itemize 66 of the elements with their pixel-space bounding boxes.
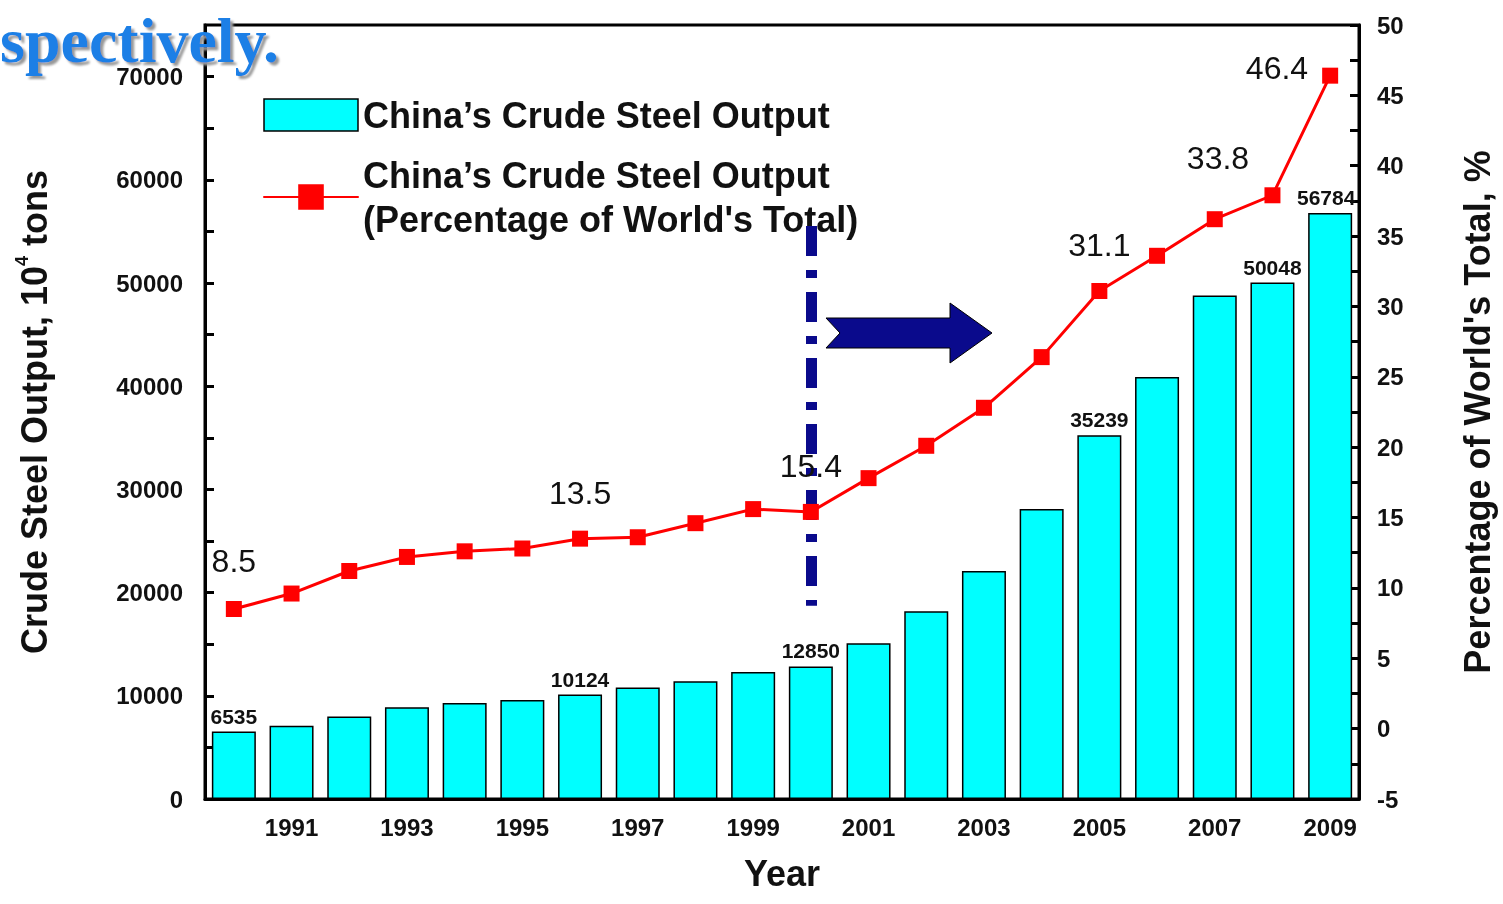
point xyxy=(398,548,415,565)
y2-tick-label: 50 xyxy=(1377,11,1404,39)
point xyxy=(456,543,473,560)
point xyxy=(514,540,531,557)
y2-tick-label: 15 xyxy=(1377,504,1404,532)
point xyxy=(1264,187,1281,204)
data-label: 46.4 xyxy=(1245,49,1309,86)
point xyxy=(629,529,646,546)
y-tick-label: 10000 xyxy=(116,682,183,710)
point xyxy=(1091,282,1108,299)
data-label: 15.4 xyxy=(779,447,842,484)
x-tick-label: 2009 xyxy=(1303,813,1357,841)
annotation: 33.8 xyxy=(1186,140,1250,176)
point xyxy=(687,515,704,532)
y2-tick-label: 45 xyxy=(1377,81,1404,109)
x-tick-label: 1995 xyxy=(495,813,550,841)
point xyxy=(225,601,242,618)
y-tick-label: 30000 xyxy=(116,475,183,503)
y-tick-label: 20000 xyxy=(116,579,183,607)
data-label: 8.5 xyxy=(211,543,257,580)
point xyxy=(802,503,819,520)
point xyxy=(341,563,358,580)
data-label: 6535 xyxy=(210,704,258,728)
point xyxy=(1206,211,1223,228)
data-label: 10124 xyxy=(550,667,610,691)
legend-label: China’s Crude Steel Output (Percentage of World's Total) xyxy=(363,154,859,240)
y-tick-label: 0 xyxy=(169,785,183,813)
y2-tick-label: 5 xyxy=(1377,644,1391,672)
y2-tick-label: 0 xyxy=(1377,715,1391,743)
data-label: 50048 xyxy=(1243,255,1302,279)
y2-tick-label: 25 xyxy=(1377,363,1404,391)
y2-tick-label: 20 xyxy=(1377,433,1404,461)
point xyxy=(1149,247,1166,264)
point xyxy=(283,585,300,602)
x-tick-label: 2003 xyxy=(957,813,1011,841)
data-label: 56784 xyxy=(1296,185,1356,209)
y-axis-title: Crude Steel Output, 104 tons xyxy=(12,169,55,655)
data-label: 12850 xyxy=(781,639,841,663)
y2-tick-label: 30 xyxy=(1377,292,1404,320)
data-label: 31.1 xyxy=(1068,226,1131,263)
x-tick-label: 1993 xyxy=(380,813,434,841)
y2-axis-title: Percentage of World's Total, % xyxy=(1456,150,1498,674)
y2-tick-label: 40 xyxy=(1377,152,1404,180)
point xyxy=(860,470,877,487)
y2-tick-label: 10 xyxy=(1377,574,1404,602)
x-axis-title: Year xyxy=(743,852,821,894)
y-tick-label: 40000 xyxy=(116,372,183,400)
y-tick-label: 60000 xyxy=(116,166,183,194)
y2-tick-label: 35 xyxy=(1377,222,1404,250)
point xyxy=(975,399,992,416)
point xyxy=(918,437,935,454)
x-tick-label: 1991 xyxy=(264,813,319,841)
data-label: 13.5 xyxy=(548,474,612,511)
x-tick-label: 1999 xyxy=(726,813,780,841)
legend-label: China’s Crude Steel Output xyxy=(363,94,830,136)
point xyxy=(745,501,762,518)
x-tick-label: 2001 xyxy=(841,813,896,841)
data-label: 35239 xyxy=(1070,408,1129,432)
point xyxy=(572,530,589,547)
point xyxy=(1322,67,1339,84)
x-tick-label: 1997 xyxy=(611,813,665,841)
point xyxy=(1033,349,1050,366)
y2-tick-label: -5 xyxy=(1377,785,1399,813)
y-tick-label: 50000 xyxy=(116,269,183,297)
x-tick-label: 2005 xyxy=(1072,813,1127,841)
x-tick-label: 2007 xyxy=(1188,813,1242,841)
